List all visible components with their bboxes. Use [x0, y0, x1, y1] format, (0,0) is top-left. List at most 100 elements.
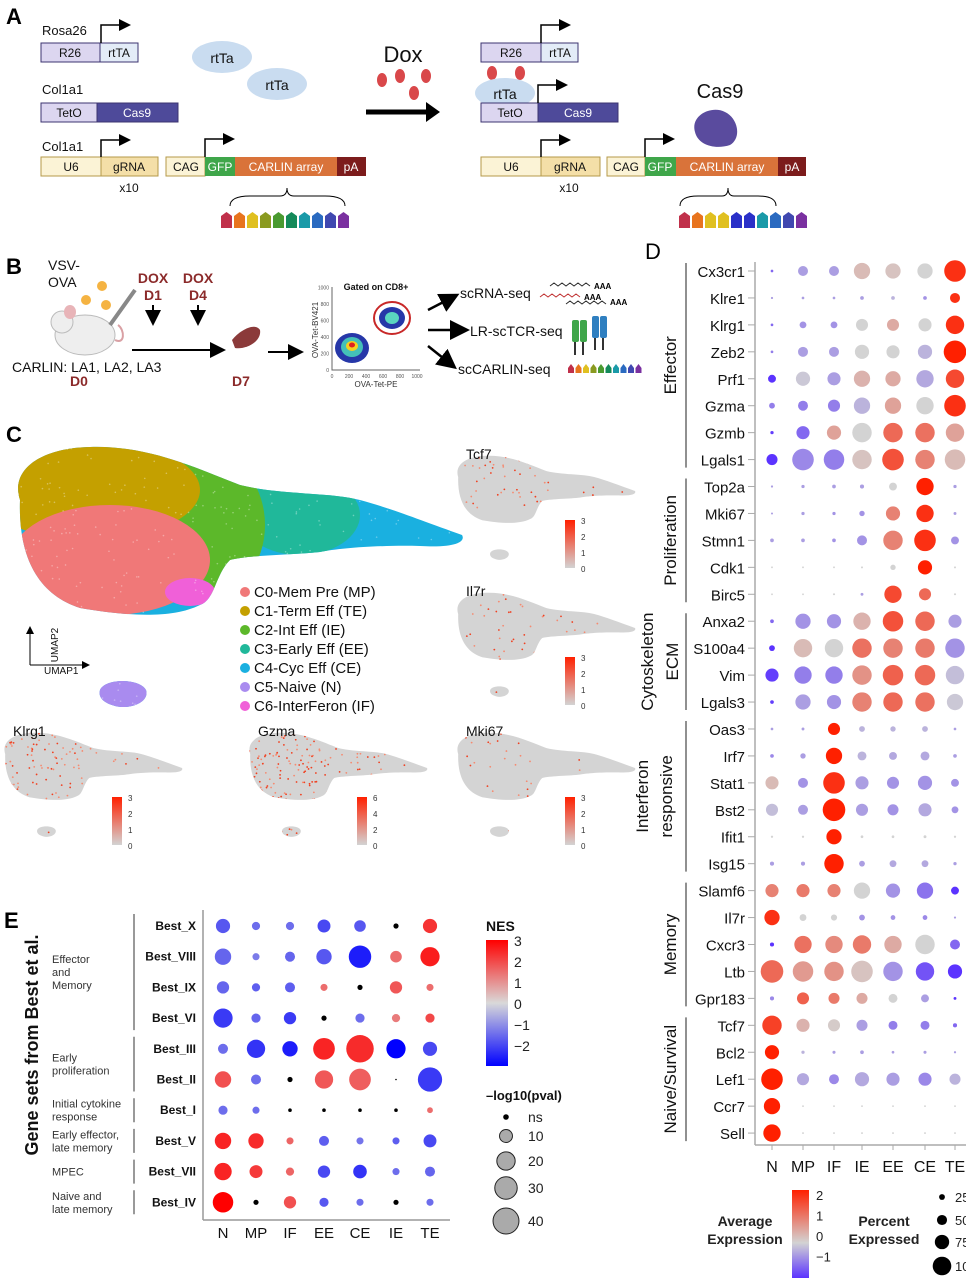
dot-Lgals1-IF [823, 449, 845, 470]
dot-Isg15-IF [824, 853, 844, 874]
dot-Birc5-EE [884, 585, 902, 603]
nes-legend-tick: 3 [514, 933, 522, 949]
dot-Mki67-IF [832, 511, 836, 516]
cassette-block [692, 212, 703, 228]
dot-Prf1-CE [916, 370, 934, 388]
dot-Best_VI-N [213, 1008, 233, 1028]
cas9-protein-label: Cas9 [697, 81, 744, 103]
dot-S100a4-N [769, 645, 775, 652]
cassette-block [718, 212, 729, 228]
color-legend-tick: −1 [816, 1250, 831, 1265]
gene-label: S100a4 [693, 641, 745, 658]
virus-icon [81, 281, 111, 310]
syringe-icon [108, 288, 137, 327]
gene-label: Mki67 [705, 506, 745, 523]
dot-Lef1-CE [918, 1072, 932, 1086]
dotplot-d: Cx3cr1 Klre1 Klrg1 Zeb2 Prf1 Gzma Gzmb Lgals1 Ef… [633, 260, 966, 1278]
x-tick-label: TE [420, 1225, 439, 1242]
cluster-c5 [95, 670, 155, 708]
dot-Bst2-IF [822, 798, 846, 822]
dot-Stat1-EE [886, 776, 900, 789]
dot-Top2a-IF [832, 484, 836, 489]
group-label: Early [52, 1053, 78, 1065]
cluster-legend-label: C4-Cyc Eff (CE) [254, 660, 361, 677]
svg-text:AAA: AAA [594, 282, 612, 291]
dot-Cxcr3-IE [852, 935, 872, 954]
dot-Slamf6-IE [853, 882, 871, 899]
group-label: and [52, 967, 70, 979]
legend-dot [240, 625, 250, 635]
pa-box [778, 157, 806, 176]
dot-Isg15-IE [859, 860, 865, 867]
dot-Best_V-MP [248, 1133, 264, 1149]
dot-Gzmb-TE [945, 423, 965, 442]
dotplot-e: Gene sets from Best et al.Best_XBest_VII… [22, 910, 562, 1242]
dot-Best_IV-MP-ns [253, 1199, 259, 1205]
dot-Cdk1-CE [917, 560, 933, 575]
colorbar-tick: 0 [373, 842, 378, 851]
dot-Ifit1-N [770, 835, 774, 838]
legend-dot [240, 644, 250, 654]
promoter-arrow-icon [540, 134, 571, 157]
feature-gene-label: Mki67 [466, 723, 504, 739]
dot-Ltb-TE [947, 964, 963, 979]
dot-Lgals3-IF [826, 694, 842, 710]
group-label: proliferation [52, 1066, 109, 1078]
dot-Oas3-TE [953, 727, 957, 731]
x-tick-label: IE [389, 1225, 403, 1242]
dot-Best_I-TE [427, 1107, 433, 1114]
dot-Gpr183-IF [828, 992, 840, 1004]
cluster-legend-label: C5-Naive (N) [254, 679, 342, 696]
dot-Sell-CE [924, 1132, 926, 1134]
nes-legend-bar [486, 940, 508, 1066]
mouse-icon [50, 305, 124, 356]
gene-label: Isg15 [708, 857, 745, 874]
dot-Isg15-N [769, 861, 775, 866]
promoter-arrow-icon [204, 133, 235, 157]
size-legend-title: Expressed [849, 1231, 920, 1247]
dot-Cxcr3-CE [915, 934, 935, 955]
dot-S100a4-EE [883, 638, 903, 658]
pa-label: pA [344, 160, 359, 174]
pa-label: pA [785, 160, 800, 174]
cassette-block [731, 212, 742, 228]
cassette-block [568, 364, 574, 373]
dot-S100a4-CE [915, 638, 935, 658]
size-legend-label: 50 [955, 1213, 966, 1228]
dot-Top2a-IE [859, 484, 865, 489]
feature-plot-il7r: Il7r 3 2 1 0 [457, 583, 636, 711]
size-legend-dot [939, 1194, 945, 1200]
colorbar-tick: 3 [581, 654, 586, 663]
gene-label: Ifit1 [721, 830, 745, 847]
dot-Prf1-IE [853, 370, 871, 387]
feature-plot-tcf7: Tcf7 3 2 1 0 [457, 446, 636, 574]
dot-Best_I-N [218, 1105, 228, 1115]
gene-label: Ltb [724, 964, 745, 981]
x-tick-label: CE [914, 1159, 936, 1176]
dot-Ltb-IE [851, 960, 873, 983]
gene-label: Cdk1 [710, 560, 745, 577]
edited-carlin-cassettes-icon [679, 212, 807, 228]
dot-Stat1-IE [855, 776, 869, 790]
cassette-block [234, 212, 245, 228]
dot-Mki67-N [770, 512, 774, 515]
cassette-block [628, 364, 634, 373]
group-label: Memory [661, 913, 680, 975]
dot-Lef1-TE [949, 1073, 961, 1085]
dot-Best_X-CE [354, 920, 366, 932]
lrsctcrseq-label: LR-scTCR-seq [470, 323, 563, 339]
dot-Best_VIII-IE [390, 950, 402, 963]
size-legend-label: 100 [955, 1259, 966, 1274]
dot-Best_IV-IF [283, 1196, 297, 1209]
cas9-label: Cas9 [564, 106, 592, 120]
dot-Bst2-EE [887, 804, 899, 816]
group-label: late memory [52, 1204, 113, 1216]
flow-x-tick: 600 [379, 374, 388, 380]
umap-plot [18, 446, 463, 708]
flow-x-tick: 200 [345, 374, 354, 380]
cassette-block [247, 212, 258, 228]
r26-label: R26 [500, 46, 522, 60]
gene-set-label: Best_V [155, 1134, 196, 1148]
dot-Sell-IF [833, 1132, 835, 1134]
feature-gene-label: Klrg1 [13, 723, 46, 739]
